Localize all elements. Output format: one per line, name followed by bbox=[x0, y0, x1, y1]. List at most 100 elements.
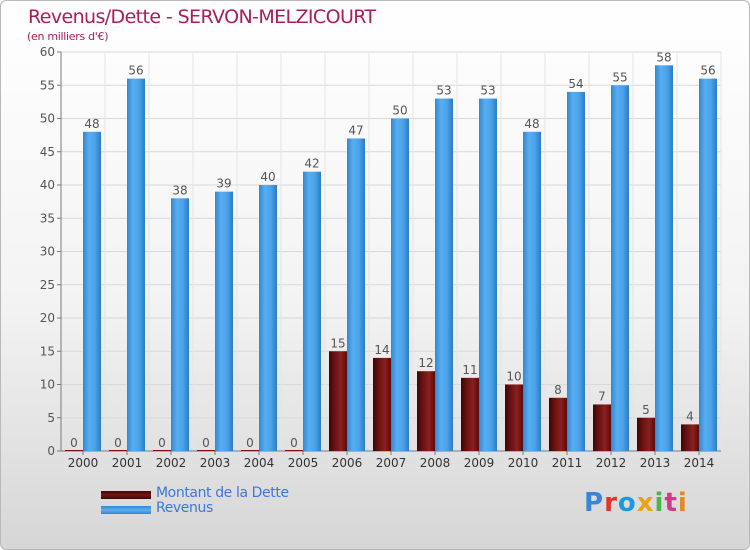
x-tick-label: 2001 bbox=[112, 456, 143, 470]
bar-debt bbox=[417, 371, 435, 451]
data-label-revenue: 48 bbox=[84, 117, 99, 131]
logo-letter: i bbox=[654, 488, 665, 518]
bar-debt bbox=[241, 450, 259, 451]
x-tick-label: 2014 bbox=[684, 456, 715, 470]
y-tick-label: 45 bbox=[40, 145, 55, 159]
bar-debt bbox=[329, 351, 347, 451]
x-tick-label: 2005 bbox=[288, 456, 319, 470]
y-tick-label: 40 bbox=[40, 178, 55, 192]
bar-debt bbox=[505, 384, 523, 451]
x-tick-label: 2013 bbox=[640, 456, 671, 470]
y-tick-label: 30 bbox=[40, 245, 55, 259]
data-label-revenue: 53 bbox=[480, 84, 495, 98]
legend-label-revenue: Revenus bbox=[156, 500, 213, 516]
data-label-revenue: 56 bbox=[700, 64, 715, 78]
y-tick-label: 20 bbox=[40, 311, 55, 325]
y-tick-label: 15 bbox=[40, 344, 55, 358]
bar-debt bbox=[373, 357, 391, 451]
y-tick-label: 5 bbox=[47, 411, 55, 425]
bar-revenue bbox=[567, 91, 585, 452]
x-tick-label: 2010 bbox=[508, 456, 539, 470]
y-tick-label: 10 bbox=[40, 378, 55, 392]
y-tick-label: 0 bbox=[47, 444, 55, 458]
logo-letter: i bbox=[677, 488, 688, 518]
data-label-debt: 0 bbox=[114, 436, 122, 450]
bar-debt bbox=[65, 450, 83, 451]
data-label-debt: 4 bbox=[686, 409, 694, 423]
data-label-revenue: 48 bbox=[524, 117, 539, 131]
data-label-revenue: 58 bbox=[656, 50, 671, 64]
x-tick-label: 2002 bbox=[156, 456, 187, 470]
y-tick-label: 50 bbox=[40, 112, 55, 126]
bar-revenue bbox=[259, 185, 277, 451]
x-tick-label: 2007 bbox=[376, 456, 407, 470]
data-label-revenue: 42 bbox=[304, 157, 319, 171]
y-tick-label: 55 bbox=[40, 78, 55, 92]
bar-debt bbox=[681, 424, 699, 451]
bar-debt bbox=[549, 397, 567, 451]
data-label-revenue: 56 bbox=[128, 64, 143, 78]
data-label-revenue: 53 bbox=[436, 84, 451, 98]
x-tick-label: 2003 bbox=[200, 456, 231, 470]
bar-debt bbox=[153, 450, 171, 451]
x-tick-label: 2004 bbox=[244, 456, 275, 470]
chart-title: Revenus/Dette - SERVON-MELZICOURT bbox=[28, 6, 376, 28]
bar-debt bbox=[109, 450, 127, 451]
logo-letter: r bbox=[604, 488, 618, 518]
logo-letter: t bbox=[664, 488, 678, 518]
data-label-revenue: 40 bbox=[260, 170, 275, 184]
data-label-revenue: 38 bbox=[172, 183, 187, 197]
y-tick-label: 60 bbox=[40, 45, 55, 59]
bar-debt bbox=[593, 404, 611, 451]
data-label-revenue: 50 bbox=[392, 104, 407, 118]
logo-letter: P bbox=[584, 488, 605, 518]
chart-subtitle: (en milliers d'€) bbox=[27, 30, 109, 43]
bar-debt bbox=[285, 450, 303, 451]
data-label-debt: 0 bbox=[70, 436, 78, 450]
bar-revenue bbox=[127, 78, 145, 451]
bar-debt bbox=[197, 450, 215, 451]
legend-swatch-debt bbox=[101, 491, 151, 499]
logo-letter: x bbox=[636, 488, 655, 518]
data-label-revenue: 55 bbox=[612, 70, 627, 84]
bar-debt bbox=[637, 417, 655, 451]
data-label-debt: 15 bbox=[330, 336, 345, 350]
x-tick-label: 2006 bbox=[332, 456, 363, 470]
data-label-revenue: 47 bbox=[348, 123, 363, 137]
y-tick-label: 25 bbox=[40, 278, 55, 292]
bar-revenue bbox=[171, 198, 189, 451]
legend-label-debt: Montant de la Dette bbox=[156, 485, 289, 501]
data-label-debt: 0 bbox=[290, 436, 298, 450]
data-label-revenue: 39 bbox=[216, 177, 231, 191]
bar-revenue bbox=[523, 131, 541, 452]
bar-revenue bbox=[699, 78, 717, 451]
data-label-debt: 0 bbox=[202, 436, 210, 450]
data-label-debt: 0 bbox=[158, 436, 166, 450]
bar-revenue bbox=[347, 138, 365, 451]
proxiti-logo: Proxiti bbox=[584, 488, 688, 518]
bar-revenue bbox=[215, 191, 233, 451]
bar-revenue bbox=[391, 118, 409, 451]
data-label-debt: 7 bbox=[598, 389, 606, 403]
bar-revenue bbox=[479, 98, 497, 452]
data-label-debt: 0 bbox=[246, 436, 254, 450]
x-tick-label: 2008 bbox=[420, 456, 451, 470]
legend-swatch-revenue bbox=[101, 506, 151, 514]
y-tick-label: 35 bbox=[40, 211, 55, 225]
data-label-debt: 12 bbox=[418, 356, 433, 370]
bar-revenue bbox=[611, 85, 629, 451]
bar-debt bbox=[461, 377, 479, 451]
data-label-debt: 8 bbox=[554, 383, 562, 397]
data-label-revenue: 54 bbox=[568, 77, 583, 91]
logo-letter: o bbox=[617, 488, 637, 518]
data-label-debt: 5 bbox=[642, 403, 650, 417]
data-label-debt: 11 bbox=[462, 363, 477, 377]
bar-revenue bbox=[303, 171, 321, 451]
x-tick-label: 2011 bbox=[552, 456, 583, 470]
bar-revenue bbox=[655, 65, 673, 452]
x-tick-label: 2012 bbox=[596, 456, 627, 470]
x-tick-label: 2000 bbox=[68, 456, 99, 470]
data-label-debt: 10 bbox=[506, 370, 521, 384]
